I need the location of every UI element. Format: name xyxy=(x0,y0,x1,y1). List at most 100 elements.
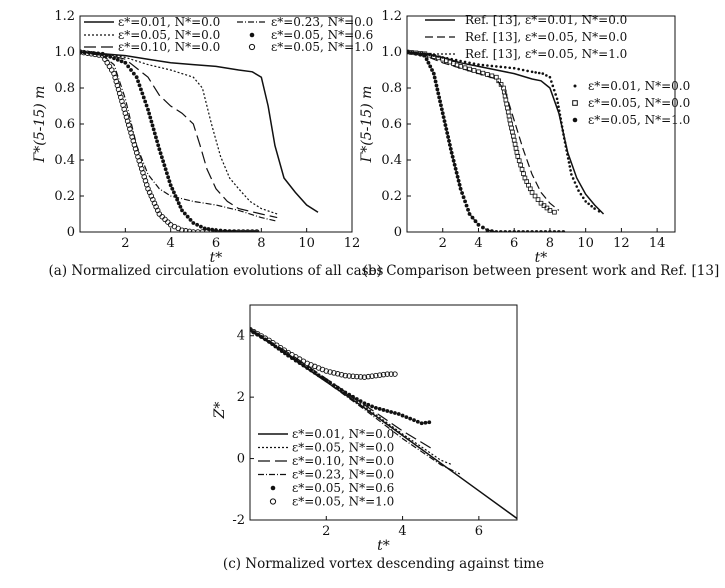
series-marker xyxy=(544,205,550,211)
series-marker xyxy=(305,366,310,370)
series-marker xyxy=(560,125,564,128)
y-axis-label: Γ*(5-15) m xyxy=(359,86,375,164)
legend-item: ε*=0.01, N*=0.0 xyxy=(258,427,394,441)
series-marker xyxy=(495,65,498,68)
series-line xyxy=(80,51,278,219)
y-tick-label: 4 xyxy=(237,329,245,344)
series-marker xyxy=(433,79,438,84)
series-marker xyxy=(517,67,520,71)
series-marker xyxy=(532,193,538,199)
series-marker xyxy=(182,211,187,216)
series-marker xyxy=(316,373,321,378)
series-marker xyxy=(511,137,517,143)
series-marker xyxy=(415,419,420,424)
series-marker xyxy=(494,74,499,80)
legend-label: ε*=0.05, N*=1.0 xyxy=(271,40,373,54)
series-marker xyxy=(548,75,552,79)
series-marker xyxy=(428,64,433,69)
series-marker xyxy=(526,69,529,73)
series-marker xyxy=(561,129,565,132)
series-marker xyxy=(447,142,452,147)
series-marker xyxy=(453,166,458,171)
series-marker xyxy=(214,228,218,232)
series-marker xyxy=(545,74,548,77)
series-marker xyxy=(323,368,330,374)
series-marker xyxy=(150,123,155,128)
series-marker xyxy=(159,213,165,220)
series-marker xyxy=(418,52,423,57)
series-marker xyxy=(437,95,442,100)
chart-panel-b: 2 4 6 8 10 12 14 0 0.2 0.4 0.6 0.8 1.0 1.2 t* Γ*(5-15) … xyxy=(359,9,719,279)
legend-label: ε*=0.05, N*=0.0 xyxy=(118,28,220,42)
series-marker xyxy=(380,371,387,378)
series-marker xyxy=(541,72,545,75)
series-marker xyxy=(148,115,153,120)
series-marker xyxy=(161,159,166,164)
series-marker xyxy=(170,186,175,191)
legend-label: ε*=0.23, N*=0.0 xyxy=(271,15,373,29)
series-marker xyxy=(434,83,439,88)
x-tick-label: 10 xyxy=(298,236,315,251)
series-marker xyxy=(152,131,157,136)
series-marker xyxy=(88,51,95,57)
series-marker xyxy=(147,111,152,116)
series-marker xyxy=(530,70,534,74)
legend-item: ε*=0.05, N*=0.0 xyxy=(84,28,220,42)
series-marker xyxy=(506,113,512,119)
series-marker xyxy=(510,129,515,135)
series-marker xyxy=(529,190,535,195)
series-marker xyxy=(559,117,562,120)
legend-label: ε*=0.05, N*=0.6 xyxy=(271,28,373,42)
series-marker xyxy=(144,103,149,108)
series-marker xyxy=(516,158,522,164)
series-marker xyxy=(293,358,298,363)
series-marker xyxy=(481,225,485,230)
series-marker xyxy=(92,51,98,58)
legend-item: ε*=0.01, N*=0.0 xyxy=(84,15,220,29)
legend-label: Ref. [13], ε*=0.05, N*=0.0 xyxy=(465,30,627,44)
series-marker xyxy=(468,61,471,65)
series-marker xyxy=(277,344,284,351)
legend: Ref. [13], ε*=0.01, N*=0.0 Ref. [13], ε*=… xyxy=(425,13,690,127)
series-marker xyxy=(301,363,306,368)
series-marker xyxy=(571,177,575,180)
series-marker xyxy=(343,390,348,395)
series-marker xyxy=(513,145,519,151)
legend-label: ε*=0.10, N*=0.0 xyxy=(292,454,394,468)
series-marker xyxy=(146,107,150,112)
series-marker xyxy=(489,229,494,232)
series-marker xyxy=(373,405,378,410)
series-marker xyxy=(407,50,409,54)
series-marker xyxy=(151,127,156,132)
x-axis-label: t* xyxy=(210,250,223,266)
series-marker xyxy=(439,103,443,108)
series-marker xyxy=(485,72,490,77)
series-marker xyxy=(452,162,457,167)
series-marker xyxy=(191,221,196,225)
series-marker xyxy=(241,230,246,232)
series-marker xyxy=(512,66,516,70)
series-marker xyxy=(419,421,424,426)
series-marker xyxy=(414,51,418,56)
series-marker xyxy=(183,228,189,232)
series-marker xyxy=(534,230,539,232)
series-marker xyxy=(457,182,462,187)
series-marker xyxy=(297,361,302,365)
series-marker xyxy=(185,214,190,219)
series-marker xyxy=(446,135,450,139)
series-marker xyxy=(543,230,548,232)
series-marker xyxy=(498,230,503,232)
x-tick-label: 6 xyxy=(475,524,483,539)
series-marker xyxy=(281,347,288,353)
series-marker xyxy=(154,135,158,140)
series-marker xyxy=(560,121,563,124)
legend-item: ε*=0.10, N*=0.0 xyxy=(258,454,394,468)
series-marker xyxy=(354,397,359,401)
x-tick-label: 6 xyxy=(212,236,220,251)
series-marker xyxy=(476,222,481,227)
series-marker xyxy=(80,49,83,55)
series-marker xyxy=(507,117,513,123)
series-marker xyxy=(389,410,394,414)
plot-area xyxy=(407,49,605,232)
y-tick-label: 0.4 xyxy=(54,153,75,168)
